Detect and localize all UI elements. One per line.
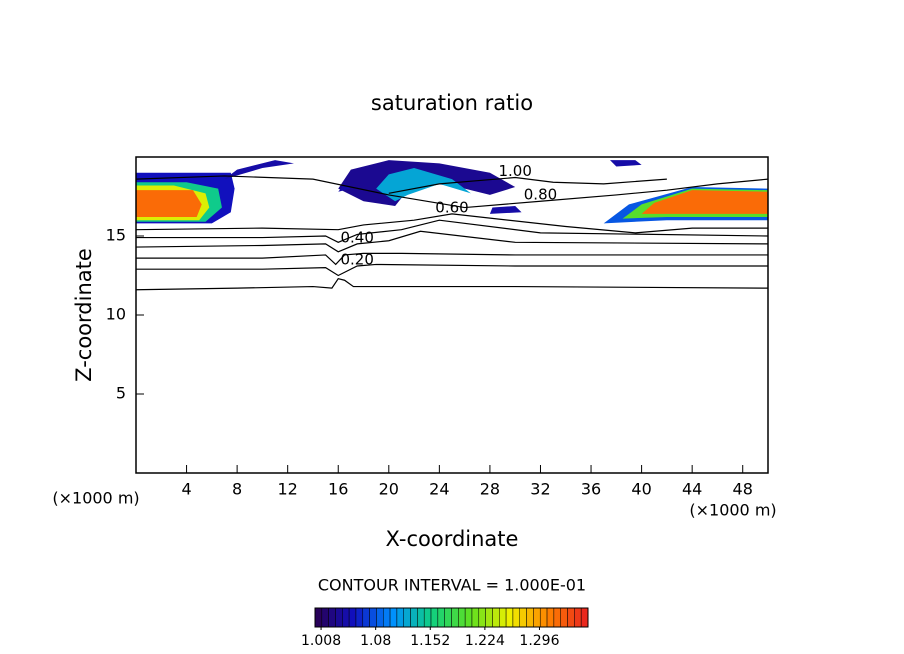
- x-tick-label: 12: [278, 480, 298, 499]
- colorbar-cell: [546, 607, 555, 628]
- colorbar-cell: [410, 607, 418, 628]
- filled-region: [641, 190, 768, 214]
- colorbar-cell: [314, 607, 323, 628]
- contour-label: 0.40: [340, 228, 373, 246]
- colorbar-cell: [560, 607, 568, 628]
- colorbar-cell: [478, 607, 486, 628]
- x-tick-label: 32: [530, 480, 550, 499]
- contour-label: 0.80: [524, 186, 557, 204]
- colorbar-cell: [321, 607, 329, 628]
- colorbar-cell: [444, 607, 452, 628]
- colorbar-cell: [417, 607, 425, 628]
- colorbar-frame: [314, 607, 589, 628]
- x-tick-label: 16: [328, 480, 348, 499]
- colorbar-cell: [458, 607, 466, 628]
- filled-region: [136, 190, 202, 218]
- colorbar-tick-label: 1.08: [360, 633, 391, 649]
- colorbar-cell: [328, 607, 336, 628]
- x-axis-label: X-coordinate: [386, 527, 519, 551]
- colorbar-cell: [451, 607, 459, 628]
- colorbar-cell: [335, 607, 343, 628]
- chart-title: saturation ratio: [371, 91, 533, 115]
- colorbar-cell: [526, 607, 534, 628]
- contour-label: 0.60: [435, 198, 468, 216]
- colorbar-cell: [369, 607, 377, 628]
- x-tick-label: 48: [733, 480, 753, 499]
- filled-region: [376, 168, 471, 202]
- colorbar-tick-label: 1.296: [519, 633, 559, 649]
- contour-lines: 0.200.400.600.801.00: [136, 162, 768, 291]
- colorbar-cell: [580, 607, 589, 628]
- contour-interval: CONTOUR INTERVAL = 1.000E-01: [318, 576, 586, 595]
- colorbar-cell: [471, 607, 480, 628]
- colorbar-cell: [574, 607, 582, 628]
- colorbar-cell: [348, 607, 357, 628]
- colorbar-cell: [383, 607, 391, 628]
- colorbar-cell: [423, 607, 432, 628]
- colorbar-cell: [376, 607, 384, 628]
- filled-region: [338, 183, 351, 192]
- colorbar-cell: [505, 607, 514, 628]
- y-axis-label: Z-coordinate: [72, 248, 96, 382]
- colorbar-cell: [430, 607, 439, 628]
- colorbar-cell: [492, 607, 500, 628]
- colorbar-tick-label: 1.224: [465, 633, 505, 649]
- colorbar-cell: [464, 607, 473, 628]
- filled-region: [489, 205, 522, 214]
- x-tick-label: 36: [581, 480, 601, 499]
- colorbar-cell: [342, 607, 350, 628]
- contour-line: [136, 213, 768, 234]
- x-tick-label: 20: [379, 480, 399, 499]
- colorbar-tick-label: 1.008: [301, 633, 341, 649]
- colorbar-cell: [362, 607, 370, 628]
- colorbar-cell: [519, 607, 527, 628]
- x-tick-label: 28: [480, 480, 500, 499]
- x-tick-label: 44: [682, 480, 702, 499]
- contour-line: [136, 219, 768, 243]
- colorbar-cell: [533, 607, 541, 628]
- contour-line: [136, 263, 768, 277]
- colorbar-cell: [389, 607, 398, 628]
- colorbar-cell: [437, 607, 445, 628]
- contour-line: [388, 176, 667, 194]
- colorbar-cell: [499, 607, 507, 628]
- x-tick-label: 40: [631, 480, 651, 499]
- colorbar-cell: [355, 607, 364, 628]
- x-tick-label: 8: [232, 480, 242, 499]
- colorbar-cell: [396, 607, 404, 628]
- contour-line: [136, 230, 768, 253]
- contour-line: [136, 252, 768, 266]
- colorbar-cell: [512, 607, 520, 628]
- y-tick-label: 5: [116, 384, 126, 403]
- colorbar-cell: [403, 607, 411, 628]
- colorbar-cell: [485, 607, 493, 628]
- contour-line: [136, 175, 768, 209]
- colorbar-tick-label: 1.152: [410, 633, 450, 649]
- x-tick-label: 24: [429, 480, 449, 499]
- filled-region: [610, 160, 642, 167]
- x-tick-label: 4: [181, 480, 191, 499]
- x-unit: (×1000 m): [689, 501, 776, 520]
- colorbar-cell: [567, 607, 575, 628]
- filled-region: [224, 160, 294, 180]
- colorbar-cell: [553, 607, 561, 628]
- contour-line: [136, 277, 768, 291]
- contour-label: 1.00: [498, 162, 531, 180]
- y-tick-label: 15: [106, 226, 126, 245]
- filled-regions: [136, 160, 768, 224]
- colorbar-cell: [539, 607, 548, 628]
- y-tick-label: 10: [106, 305, 126, 324]
- y-unit: (×1000 m): [52, 489, 139, 508]
